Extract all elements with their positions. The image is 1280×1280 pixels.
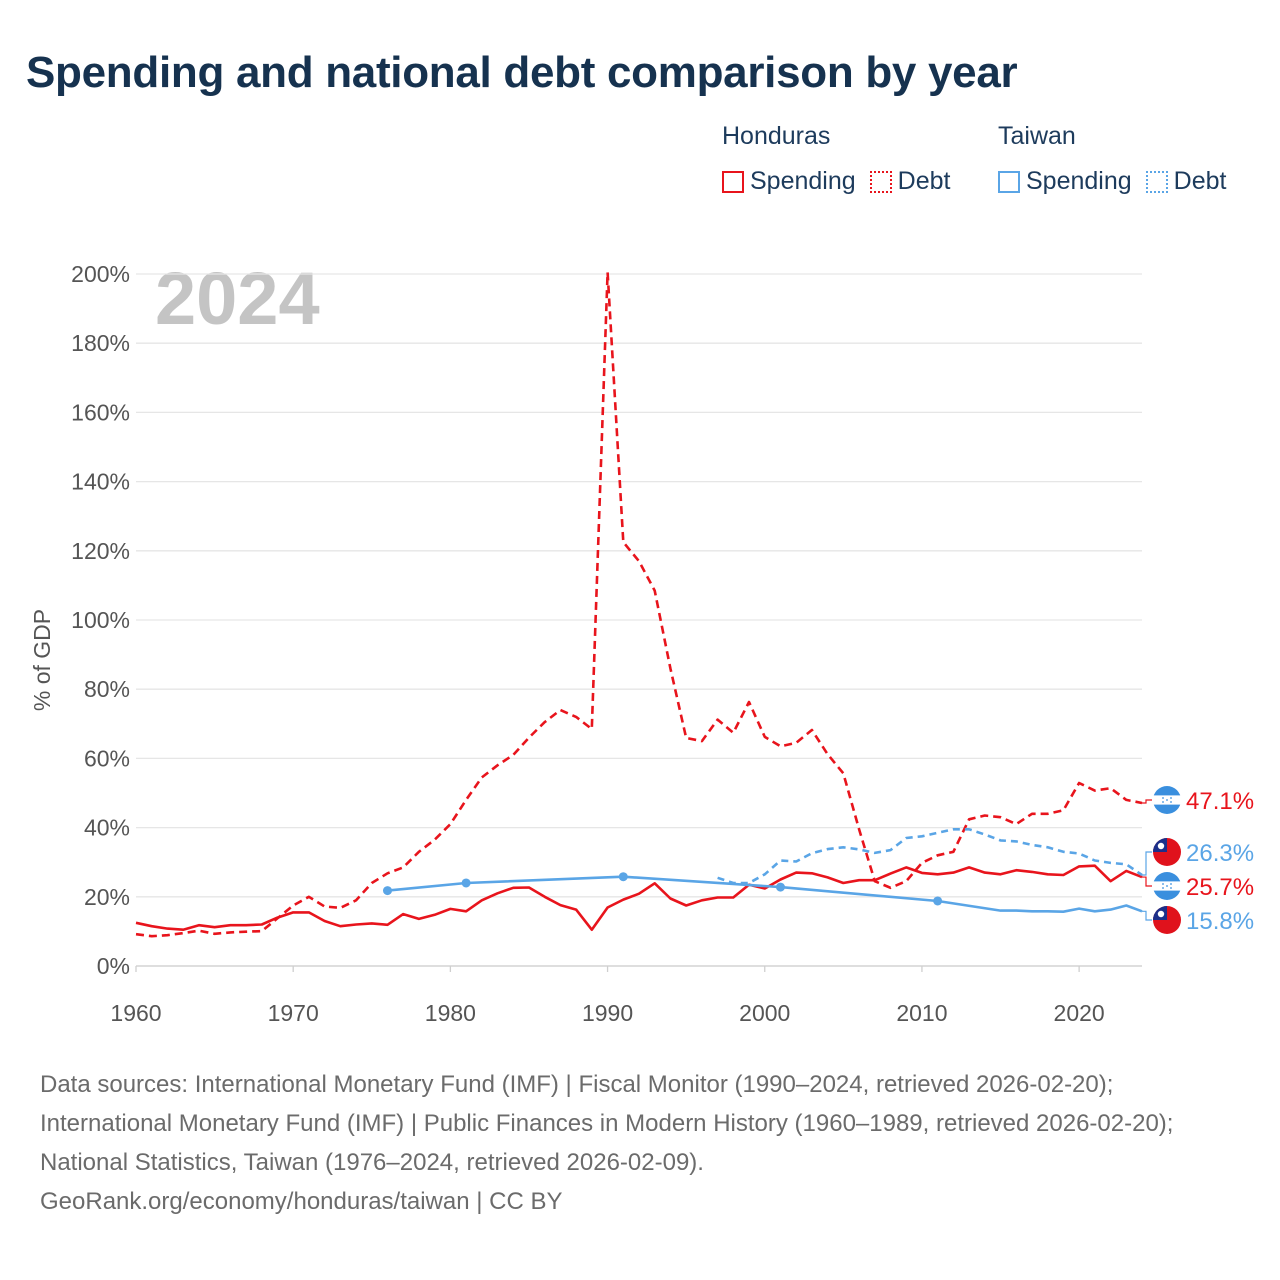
y-tick-label: 180% [71,330,130,356]
flag-star [1170,801,1172,803]
taiwan-flag-icon [1153,906,1181,934]
y-axis-label: % of GDP [29,609,55,711]
end-value-label: 25.7% [1186,874,1254,901]
y-tick-label: 200% [71,261,130,287]
x-tick-label: 1960 [110,1000,161,1026]
source-note: Data sources: International Monetary Fun… [40,1065,1240,1221]
page-title: Spending and national debt comparison by… [26,48,1018,97]
y-tick-label: 40% [84,815,130,841]
legend-country-label: Honduras [722,122,831,150]
x-tick-label: 2020 [1054,1000,1105,1026]
legend-country-label: Taiwan [998,122,1076,150]
end-value-label: 15.8% [1186,908,1254,935]
end-value-label: 47.1% [1186,788,1254,815]
y-tick-label: 20% [84,884,130,910]
legend-taiwan-spending[interactable]: Spending [998,167,1132,196]
x-tick-label: 1980 [425,1000,476,1026]
taiwan-flag-icon [1153,838,1181,866]
series-line-honduras-debt [135,270,1143,938]
flag-star [1162,797,1164,799]
x-tick-label: 2000 [739,1000,790,1026]
y-tick-label: 80% [84,676,130,702]
y-tick-label: 120% [71,538,130,564]
y-tick-label: 60% [84,745,130,771]
data-point-taiwan-spending [383,886,392,896]
source-text: Data sources: International Monetary Fun… [40,1071,1174,1176]
y-tick-label: 0% [97,953,130,979]
x-tick-label: 2010 [896,1000,947,1026]
series-line-taiwan-debt [717,827,1143,885]
legend-taiwan: Taiwan Spending Debt [998,122,1226,196]
flag-star [1162,887,1164,889]
y-tick-label: 140% [71,469,130,495]
data-point-taiwan-spending [933,896,943,906]
data-point-taiwan-spending [618,872,628,882]
honduras-flag-icon [1153,872,1181,900]
legend-item-label: Spending [1026,167,1132,195]
legend-item-label: Spending [750,167,856,195]
legend-item-label: Debt [897,167,951,195]
flag-star [1166,885,1168,887]
legend-honduras-debt[interactable]: Debt [869,167,951,196]
source-footer: GeoRank.org/economy/honduras/taiwan | CC… [40,1188,563,1215]
end-label-connector [1142,851,1152,876]
legend-swatch-solid-icon [998,170,1020,193]
legend-swatch-dotted-icon [1145,170,1168,193]
year-watermark: 2024 [155,257,320,340]
flag-star [1162,883,1164,885]
legend-swatch-dotted-icon [869,170,892,193]
legend-honduras-spending[interactable]: Spending [722,167,856,196]
y-tick-label: 100% [71,607,130,633]
honduras-flag-icon [1153,786,1181,814]
legend-swatch-solid-icon [722,170,744,193]
flag-sun [1157,842,1165,850]
flag-star [1170,797,1172,799]
data-point-taiwan-spending [461,878,471,888]
y-tick-label: 160% [71,399,130,425]
end-label-connector [1142,910,1152,921]
legend-honduras: Honduras Spending Debt [722,122,950,196]
series-line-taiwan-spending [387,875,1143,914]
legend-item-label: Debt [1173,167,1227,195]
legend-taiwan-debt[interactable]: Debt [1145,167,1227,196]
flag-star [1170,887,1172,889]
series-line-honduras-spending [135,864,1143,932]
end-value-label: 26.3% [1186,840,1254,867]
flag-star [1166,799,1168,801]
data-point-taiwan-spending [775,882,785,892]
end-label-connector [1142,876,1152,887]
flag-sun [1157,910,1165,918]
flag-star [1162,801,1164,803]
flag-star [1170,883,1172,885]
end-label-connector [1142,799,1152,804]
line-chart: 2024 0% 20% 40% 60% 80% 100% 120% 140% 160% 180% 20… [29,257,1254,1026]
x-tick-label: 1970 [268,1000,319,1026]
x-tick-label: 1990 [582,1000,633,1026]
